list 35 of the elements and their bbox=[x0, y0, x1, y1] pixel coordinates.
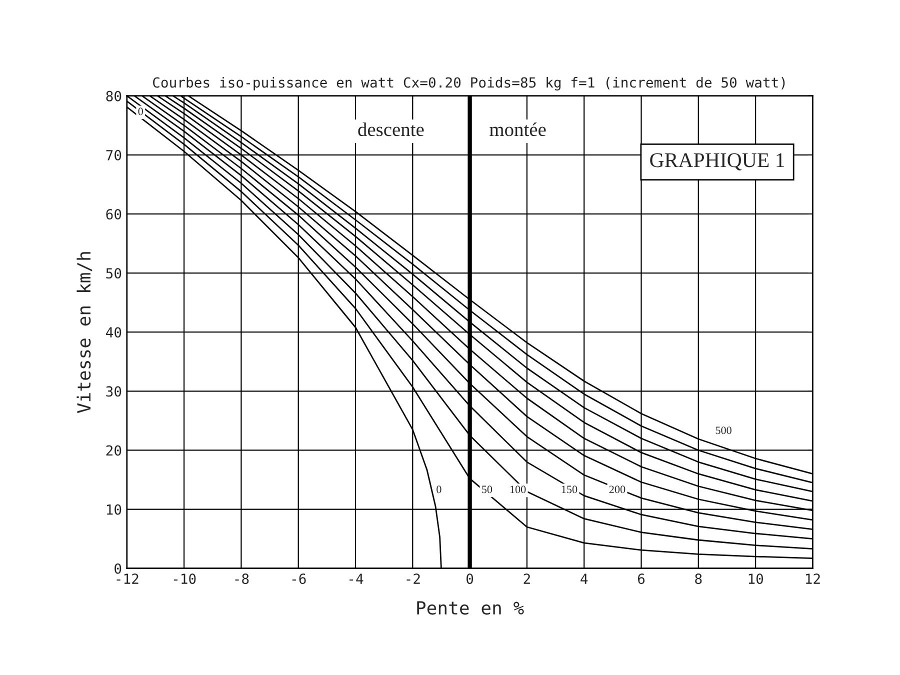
y-tick-label: 70 bbox=[106, 150, 122, 160]
annotation: 0 bbox=[138, 108, 143, 116]
annotation: GRAPHIQUE 1 bbox=[650, 153, 784, 170]
x-tick-label: 2 bbox=[524, 574, 530, 584]
x-tick-label: 10 bbox=[748, 574, 764, 584]
x-tick-label: 0 bbox=[466, 574, 474, 584]
annotation: 500 bbox=[716, 426, 732, 434]
x-tick-label: 6 bbox=[638, 574, 645, 584]
annotation: 200 bbox=[609, 486, 626, 494]
chart-title: Courbes iso-puissance en watt Cx=0.20 Poids=85 kg f=1 (increment de 50 watt) bbox=[153, 76, 785, 90]
x-axis-title: Pente en % bbox=[417, 601, 524, 615]
annotation: descente bbox=[358, 122, 424, 136]
x-tick-label: -4 bbox=[350, 574, 364, 584]
annotation: 50 bbox=[482, 486, 492, 494]
x-tick-label: -10 bbox=[174, 574, 196, 584]
y-axis-title: Vitesse en km/h bbox=[76, 252, 92, 414]
y-tick-label: 0 bbox=[114, 563, 122, 574]
x-tick-label: -2 bbox=[406, 574, 420, 584]
x-tick-label: 4 bbox=[580, 574, 588, 584]
annotation: 150 bbox=[562, 486, 578, 494]
y-tick-label: 40 bbox=[106, 327, 122, 338]
y-tick-label: 60 bbox=[106, 208, 122, 220]
y-tick-label: 30 bbox=[106, 386, 122, 397]
annotation: 0 bbox=[436, 486, 442, 494]
y-tick-label: 50 bbox=[106, 268, 122, 279]
annotation: 100 bbox=[510, 486, 526, 494]
x-tick-label: -12 bbox=[116, 574, 138, 584]
annotation: montée bbox=[490, 122, 546, 136]
x-tick-label: -6 bbox=[292, 574, 306, 584]
y-tick-label: 20 bbox=[106, 445, 122, 456]
y-tick-label: 80 bbox=[106, 90, 122, 102]
x-tick-label: 8 bbox=[695, 574, 702, 584]
x-tick-label: 12 bbox=[806, 574, 820, 584]
x-tick-label: -8 bbox=[235, 574, 249, 584]
y-tick-label: 10 bbox=[106, 504, 122, 515]
